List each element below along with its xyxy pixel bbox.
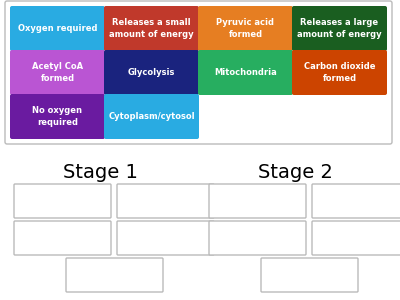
FancyBboxPatch shape <box>292 6 387 51</box>
FancyBboxPatch shape <box>14 221 111 255</box>
FancyBboxPatch shape <box>198 6 293 51</box>
FancyBboxPatch shape <box>10 94 105 139</box>
Text: Oxygen required: Oxygen required <box>18 24 97 33</box>
FancyBboxPatch shape <box>209 221 306 255</box>
FancyBboxPatch shape <box>10 6 105 51</box>
FancyBboxPatch shape <box>14 184 111 218</box>
Text: Stage 1: Stage 1 <box>62 163 138 182</box>
Text: Releases a large
amount of energy: Releases a large amount of energy <box>297 18 382 38</box>
Text: Releases a small
amount of energy: Releases a small amount of energy <box>109 18 194 38</box>
Text: Carbon dioxide
formed: Carbon dioxide formed <box>304 62 375 82</box>
Text: Mitochondria: Mitochondria <box>214 68 277 77</box>
FancyBboxPatch shape <box>5 1 392 144</box>
Text: Pyruvic acid
formed: Pyruvic acid formed <box>216 18 274 38</box>
FancyBboxPatch shape <box>117 221 214 255</box>
Text: Acetyl CoA
formed: Acetyl CoA formed <box>32 62 83 82</box>
FancyBboxPatch shape <box>104 6 199 51</box>
Text: Stage 2: Stage 2 <box>258 163 332 182</box>
FancyBboxPatch shape <box>292 50 387 95</box>
Text: Cytoplasm/cytosol: Cytoplasm/cytosol <box>108 112 195 121</box>
FancyBboxPatch shape <box>117 184 214 218</box>
FancyBboxPatch shape <box>312 184 400 218</box>
Text: No oxygen
required: No oxygen required <box>32 106 82 127</box>
FancyBboxPatch shape <box>261 258 358 292</box>
FancyBboxPatch shape <box>198 50 293 95</box>
FancyBboxPatch shape <box>312 221 400 255</box>
FancyBboxPatch shape <box>66 258 163 292</box>
Text: Glycolysis: Glycolysis <box>128 68 175 77</box>
FancyBboxPatch shape <box>10 50 105 95</box>
FancyBboxPatch shape <box>104 50 199 95</box>
FancyBboxPatch shape <box>104 94 199 139</box>
FancyBboxPatch shape <box>209 184 306 218</box>
